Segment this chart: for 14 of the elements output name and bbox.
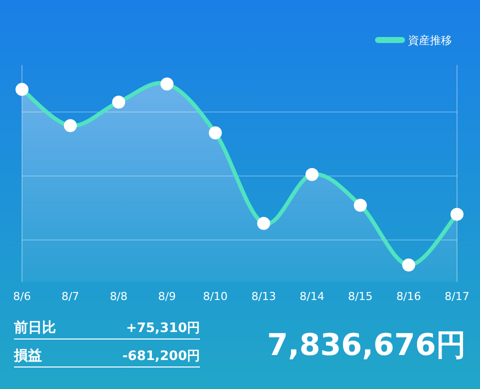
- text: 前日比 +75,310円: [14, 320, 200, 336]
- x-tick-label: 8/8: [110, 290, 128, 303]
- x-tick-label: 8/13: [251, 290, 276, 303]
- x-tick-label: 8/6: [13, 290, 31, 303]
- text: 7,836,676円: [267, 328, 466, 363]
- x-tick-label: 8/15: [348, 290, 373, 303]
- x-tick-label: 8/14: [300, 290, 324, 303]
- x-tick-label: 8/10: [202, 290, 228, 303]
- x-tick-label: 8/9: [158, 290, 176, 303]
- x-tick-label: 8/17: [444, 290, 470, 303]
- text: 損益 -681,200円: [14, 348, 200, 364]
- x-tick-label: 8/7: [61, 290, 80, 303]
- legend-label: 資産推移: [408, 34, 452, 47]
- x-tick-label: 8/16: [396, 290, 422, 303]
